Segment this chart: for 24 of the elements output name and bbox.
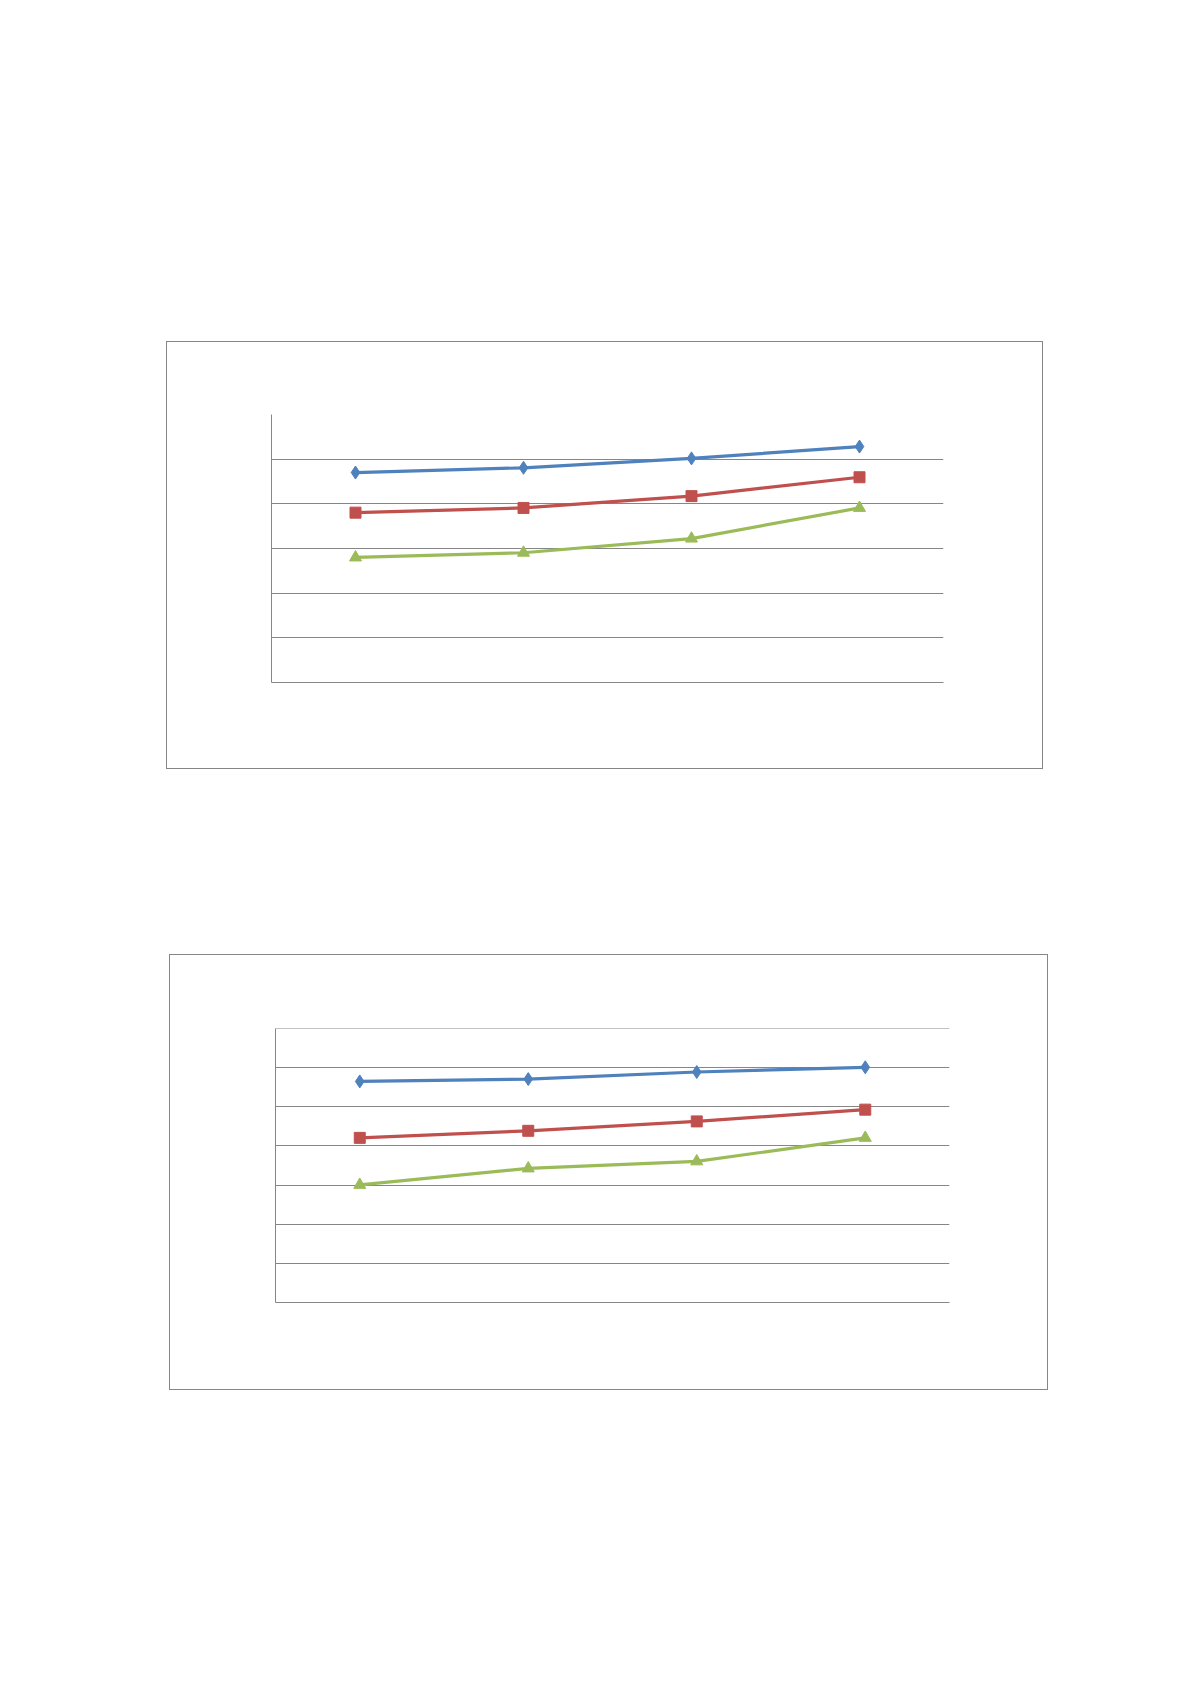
point (349, 550, 362, 562)
point (353, 1131, 366, 1144)
point (853, 471, 866, 484)
point (854, 439, 865, 454)
point (858, 1130, 872, 1142)
point (354, 1074, 365, 1089)
point (517, 501, 530, 514)
point (521, 1161, 535, 1173)
point (517, 545, 530, 557)
point (353, 1177, 367, 1189)
point (518, 460, 529, 475)
point (349, 506, 362, 519)
point (853, 500, 866, 512)
point (690, 1115, 703, 1128)
point (685, 531, 698, 543)
point (522, 1124, 535, 1137)
point (690, 1153, 704, 1166)
point (691, 1065, 702, 1080)
point (350, 465, 361, 480)
point (685, 490, 698, 503)
point (523, 1072, 534, 1087)
point (860, 1060, 871, 1075)
point (686, 451, 697, 466)
point (859, 1103, 872, 1116)
